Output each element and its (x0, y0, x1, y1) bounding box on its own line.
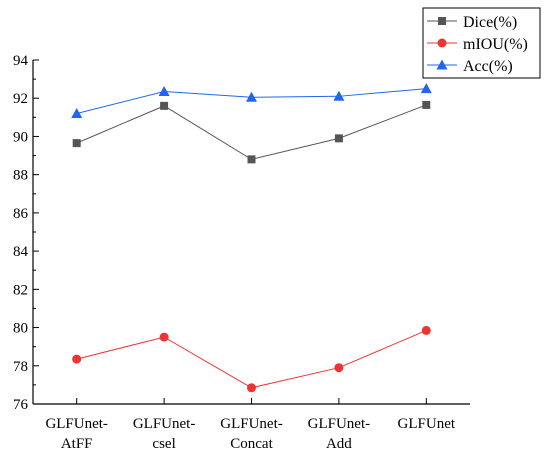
data-point (421, 325, 431, 335)
data-point (158, 86, 170, 97)
y-tick-label: 78 (13, 359, 28, 375)
x-tick-label-line: GLFUnet- (308, 416, 371, 432)
series-1 (72, 325, 431, 393)
legend-marker (436, 59, 448, 70)
x-tick-label-line: Concat (230, 436, 273, 452)
data-point (247, 383, 256, 393)
data-point (422, 100, 431, 109)
data-point (159, 332, 169, 342)
x-tick-label: GLFUnet- AtFF (45, 416, 108, 452)
series-line (76, 104, 427, 160)
data-point (247, 155, 256, 164)
y-tick-label: 82 (13, 282, 28, 298)
data-point (72, 139, 81, 148)
data-point (333, 90, 345, 101)
series-2 (71, 83, 432, 119)
legend-label: Dice(%) (463, 14, 517, 31)
legend-entry: Acc(%) (427, 58, 513, 75)
series-layer (71, 83, 432, 393)
legend: Dice(%) mIOU(%) Acc(%) (422, 7, 541, 79)
legend-entry: mIOU(%) (427, 36, 528, 53)
series-0 (72, 100, 431, 164)
data-point (334, 134, 343, 143)
data-point (71, 108, 83, 119)
y-tick-label: 92 (13, 91, 28, 107)
x-tick-label-line: Add (326, 436, 352, 452)
x-tick-label: GLFUnet- Concat (220, 416, 283, 452)
x-tick-label-line: AtFF (61, 436, 93, 452)
legend-marker (438, 17, 446, 25)
x-tick-label: GLFUnet (398, 416, 456, 432)
legend-label: mIOU(%) (463, 36, 528, 53)
data-point (72, 354, 82, 364)
y-tick-label: 94 (13, 53, 29, 69)
axes: 76788082848688909294GLFUnet-AtFFGLFUnet-… (13, 53, 470, 452)
y-tick-label: 84 (13, 244, 29, 260)
x-tick-label-line: GLFUnet- (220, 416, 283, 432)
x-tick-label: GLFUnet- Add (308, 416, 371, 452)
x-tick-label: GLFUnet-csel (133, 416, 196, 452)
data-point (160, 101, 169, 110)
legend-marker (437, 38, 447, 48)
legend-entry: Dice(%) (427, 14, 517, 31)
data-point (246, 91, 257, 102)
legend-label: Acc(%) (463, 58, 513, 75)
y-tick-label: 76 (13, 397, 29, 413)
y-tick-label: 86 (13, 206, 29, 222)
x-tick-label-line: GLFUnet- (133, 416, 196, 432)
data-point (334, 363, 344, 373)
series-line (76, 329, 427, 389)
x-tick-label-line: GLFUnet (398, 416, 456, 432)
x-tick-label-line: GLFUnet- (45, 416, 108, 432)
y-tick-label: 90 (13, 129, 28, 145)
data-point (420, 83, 432, 94)
y-tick-label: 88 (13, 168, 28, 184)
x-tick-label-line: csel (152, 436, 175, 452)
y-tick-label: 80 (13, 321, 28, 337)
